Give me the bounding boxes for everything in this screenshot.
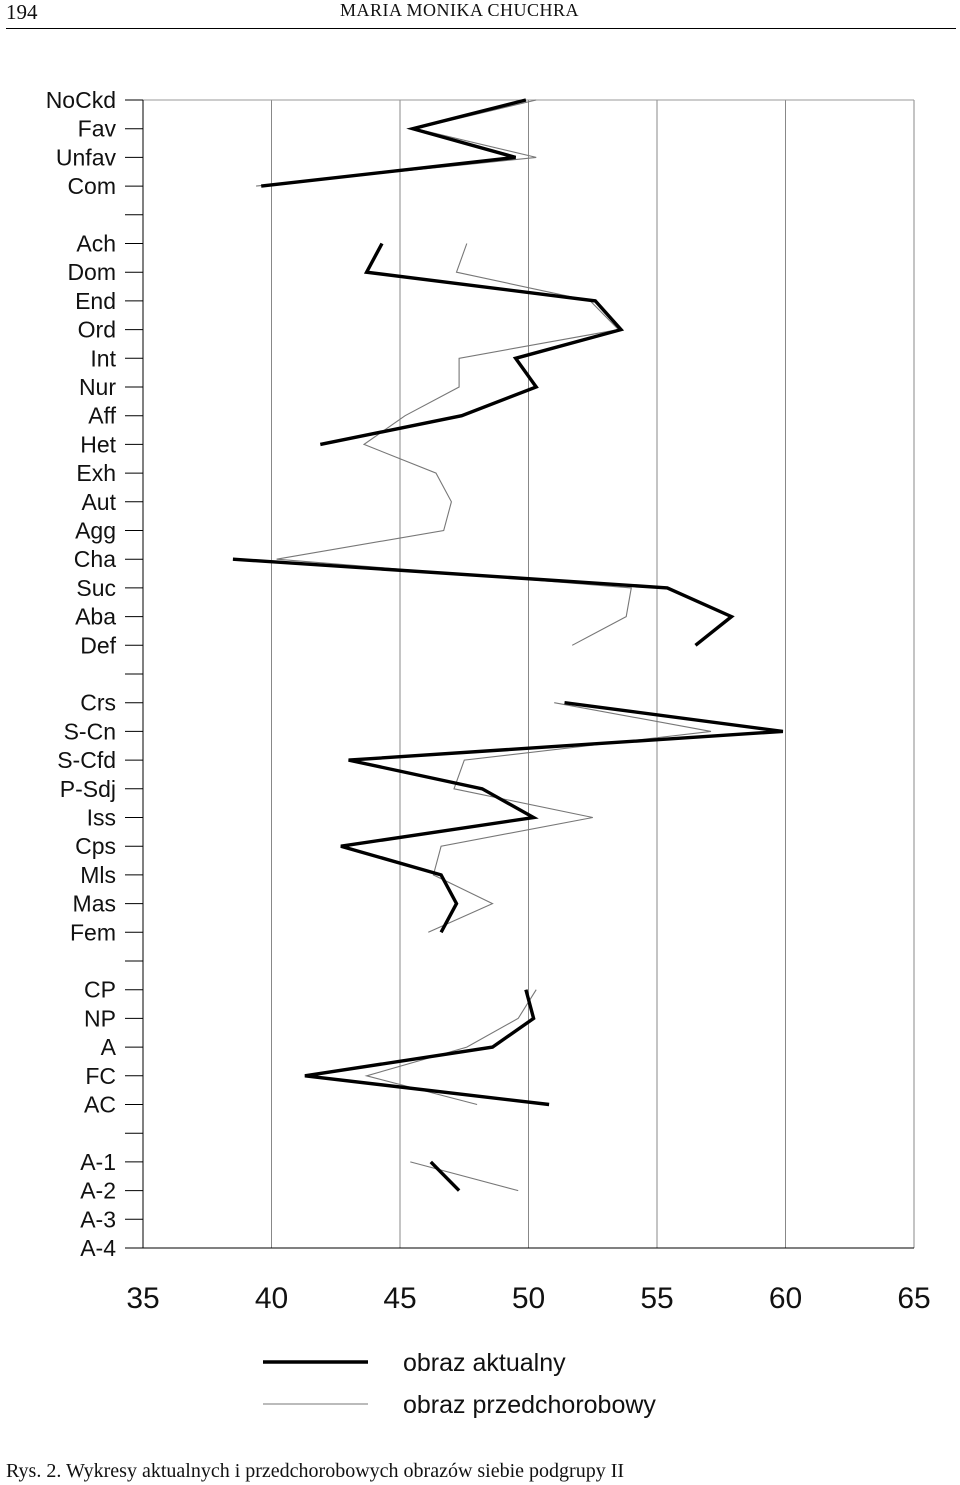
y-tick-label: A-4 <box>80 1235 116 1261</box>
y-tick-label: Fav <box>78 116 117 142</box>
y-tick-label: Exh <box>76 460 116 486</box>
y-tick-label: A-1 <box>80 1149 116 1175</box>
y-tick-label: S-Cn <box>64 718 116 744</box>
y-tick-label: A-3 <box>80 1206 116 1232</box>
y-tick-label: Dom <box>67 259 116 285</box>
series-line <box>364 989 537 1106</box>
page-number: 194 <box>6 0 38 24</box>
x-tick-label: 65 <box>897 1282 930 1315</box>
series-line <box>276 243 632 646</box>
y-tick-label: Nur <box>79 374 116 400</box>
y-tick-label: S-Cfd <box>57 747 116 773</box>
x-tick-label: 60 <box>769 1282 802 1315</box>
y-tick-label: Aut <box>81 489 116 515</box>
y-tick-label: A-2 <box>80 1178 116 1204</box>
y-tick-label: Ord <box>78 317 116 343</box>
y-tick-label: Cha <box>74 546 116 572</box>
y-tick-label: A <box>101 1034 117 1060</box>
y-tick-label: NP <box>84 1005 116 1031</box>
header-rule <box>6 28 956 29</box>
series-line <box>410 1161 519 1192</box>
y-tick-label: Aba <box>75 604 116 630</box>
x-tick-label: 55 <box>640 1282 673 1315</box>
x-tick-label: 50 <box>512 1282 545 1315</box>
y-tick-label: Def <box>80 632 116 658</box>
y-tick-label: Unfav <box>56 144 117 170</box>
y-tick-label: Het <box>80 431 116 457</box>
series-line <box>304 989 550 1107</box>
y-tick-label: P-Sdj <box>60 776 116 802</box>
y-tick-label: End <box>75 288 116 314</box>
series-line <box>340 701 784 934</box>
series-line <box>319 242 625 447</box>
y-tick-label: Com <box>67 173 116 199</box>
y-tick-label: Cps <box>75 833 116 859</box>
y-tick-label: Iss <box>87 805 116 831</box>
y-tick-label: Int <box>90 345 116 371</box>
y-tick-label: Aff <box>88 403 116 429</box>
x-tick-label: 45 <box>383 1282 416 1315</box>
series-line <box>232 557 735 647</box>
y-tick-label: Fem <box>70 919 116 945</box>
series-line <box>261 98 527 188</box>
y-tick-label: Agg <box>75 518 116 544</box>
x-tick-label: 35 <box>126 1282 159 1315</box>
y-tick-label: Ach <box>76 231 116 257</box>
series-line <box>428 702 712 933</box>
legend-label: obraz przedchorobowy <box>403 1391 656 1419</box>
y-tick-label: Suc <box>76 575 116 601</box>
y-tick-label: FC <box>85 1063 116 1089</box>
y-tick-label: CP <box>84 977 116 1003</box>
y-tick-label: Crs <box>80 690 116 716</box>
running-head: MARIA MONIKA CHUCHRA <box>340 0 580 20</box>
y-tick-label: Mas <box>73 891 116 917</box>
y-tick-label: NoCkd <box>46 87 116 113</box>
y-tick-label: AC <box>84 1092 116 1118</box>
figure-caption: Rys. 2. Wykresy aktualnych i przedchorob… <box>6 1460 625 1482</box>
page-header: 194 MARIA MONIKA CHUCHRA <box>0 0 960 32</box>
y-tick-label: Mls <box>80 862 116 888</box>
series-line <box>429 1160 461 1192</box>
x-tick-label: 40 <box>255 1282 288 1315</box>
legend-label: obraz aktualny <box>403 1349 566 1377</box>
series-line <box>256 99 537 187</box>
